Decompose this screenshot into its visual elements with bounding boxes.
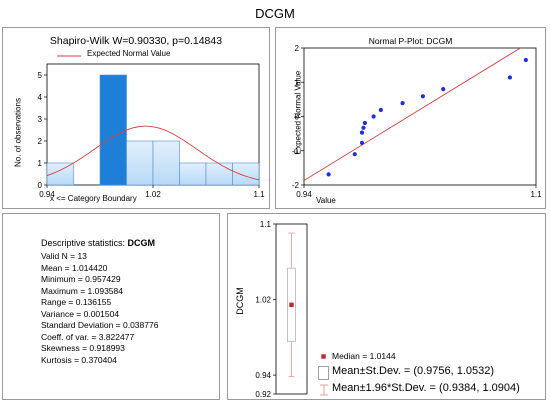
histogram-bar xyxy=(152,140,180,186)
pplot-x-tick-label: 1.1 xyxy=(530,190,542,199)
histogram-bar xyxy=(205,162,233,186)
boxplot-y-tick-label: 0.92 xyxy=(255,390,271,399)
boxplot-y-tick-label: 0.94 xyxy=(255,371,271,380)
stat-minimum: Minimum = 0.957429 xyxy=(41,274,121,284)
histogram-x-tick-label: 0.94 xyxy=(39,190,55,199)
descriptive-stats-variable: DCGM xyxy=(127,238,156,248)
histogram-legend-swatch xyxy=(57,55,81,57)
whisker-legend-marker xyxy=(320,384,328,396)
pplot-point xyxy=(361,125,366,130)
whisker-legend-label: Mean±1.96*St.Dev. = (0.9384, 1.0904) xyxy=(332,382,520,394)
pplot-point xyxy=(523,57,528,63)
stat-mean: Mean = 1.014420 xyxy=(41,262,108,273)
descriptive-stats-heading: Descriptive statistics: DCGM xyxy=(41,238,155,248)
histogram-chart: 0 1 2 3 4 5 0.94 1.02 1.1 xyxy=(38,63,265,199)
sd-box-legend-label: Mean±St.Dev. = (0.9756, 1.0532) xyxy=(332,365,495,377)
pplot-point xyxy=(359,130,365,135)
histogram-bar xyxy=(126,140,154,186)
histogram-y-tick-label: 2 xyxy=(38,137,43,146)
stat-standard-deviation: Standard Deviation = 0.038776 xyxy=(41,320,159,330)
histogram-y-tick-label: 5 xyxy=(38,71,43,80)
pplot-y-tick-label: 0 xyxy=(295,113,300,122)
descriptive-stats-heading-prefix: Descriptive statistics: xyxy=(41,238,128,248)
stat-variance: Variance = 0.001504 xyxy=(41,308,120,319)
pplot-point xyxy=(359,140,365,145)
median-legend-label: Median = 1.0144 xyxy=(332,351,396,361)
histogram-y-tick-label: 1 xyxy=(38,159,43,168)
histogram-y-tick-label: 0 xyxy=(38,181,43,190)
boxplot-chart: 1.1 1.02 0.94 0.92 xyxy=(255,220,308,399)
stat-kurtosis: Kurtosis = 0.370404 xyxy=(41,354,117,365)
pplot-point xyxy=(420,94,425,99)
median-legend-marker xyxy=(320,353,327,360)
histogram-bar xyxy=(232,162,260,186)
pplot-y-tick-label: 2 xyxy=(295,44,300,53)
histogram-normal-curve xyxy=(46,125,260,181)
histogram-legend-label: Expected Normal Value xyxy=(87,49,171,58)
descriptive-stats-panel: Descriptive statistics: DCGM Valid N = 1… xyxy=(2,213,220,400)
boxplot-plot-frame xyxy=(275,223,308,395)
stat-valid-n: Valid N = 13 xyxy=(41,251,87,261)
histogram-x-tick-label: 1.1 xyxy=(253,190,265,199)
stat-range: Range = 0.136155 xyxy=(41,297,112,307)
stat-coeff-of-var: Coeff. of var. = 3.822477 xyxy=(41,331,135,342)
pplot-x-tick-label: 0.94 xyxy=(296,190,312,199)
pplot-chart: -2 -1 0 1 2 0.94 1.1 xyxy=(292,44,542,199)
pplot-point xyxy=(507,75,512,80)
histogram-bar xyxy=(179,162,207,186)
boxplot-median-marker xyxy=(288,302,295,308)
pplot-plot-frame xyxy=(303,47,537,186)
histogram-y-tick-label: 4 xyxy=(38,93,43,102)
histogram-y-tick-label: 3 xyxy=(38,115,43,124)
histogram-panel: Shapiro-Wilk W=0.90330, p=0.14843 Expect… xyxy=(2,27,270,209)
pplot-reference-line xyxy=(304,48,522,181)
pplot-point xyxy=(371,114,376,119)
pplot-point xyxy=(441,87,446,92)
pplot-x-axis-label: Value xyxy=(316,196,336,205)
histogram-x-tick-label: 1.02 xyxy=(145,190,161,199)
boxplot-y-tick-label: 1.02 xyxy=(255,296,271,305)
pplot-point xyxy=(352,152,357,157)
pplot-point xyxy=(400,101,405,106)
page-title: DCGM xyxy=(255,6,295,21)
pplot-point xyxy=(326,172,331,177)
pplot-panel: Normal P-Plot: DCGM Expected Normal Valu… xyxy=(275,27,546,209)
pplot-point xyxy=(378,107,383,113)
histogram-title: Shapiro-Wilk W=0.90330, p=0.14843 xyxy=(49,35,223,47)
boxplot-y-tick-label: 1.1 xyxy=(260,220,272,229)
stat-skewness: Skewness = 0.918993 xyxy=(41,343,125,353)
boxplot-panel: DCGM 1.1 1.02 0.94 0.92 Median = 1.0144 Mea… xyxy=(227,213,546,400)
histogram-bar xyxy=(99,74,127,186)
histogram-bar xyxy=(46,162,74,186)
pplot-y-tick-label: -1 xyxy=(292,147,300,156)
pplot-title: Normal P-Plot: DCGM xyxy=(368,36,453,46)
pplot-point xyxy=(362,120,367,126)
pplot-y-tick-label: -2 xyxy=(292,181,300,190)
pplot-y-tick-label: 1 xyxy=(295,78,300,87)
sd-box-legend-marker xyxy=(318,366,329,380)
histogram-x-axis-label: x <= Category Boundary xyxy=(50,194,137,203)
stat-maximum: Maximum = 1.093584 xyxy=(41,285,123,296)
